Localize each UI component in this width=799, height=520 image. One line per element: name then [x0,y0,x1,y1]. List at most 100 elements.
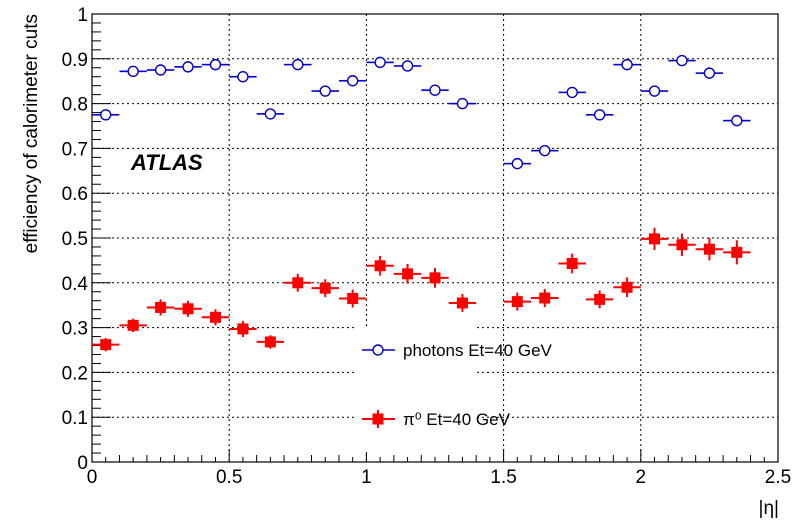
open-circle-marker [456,97,469,110]
open-circle-marker [182,61,194,73]
data-point [448,97,477,110]
open-circle-marker [292,58,304,71]
series-photons [92,54,751,170]
legend-label: π⁰ Et=40 GeV [403,410,511,429]
filled-square-marker [292,277,304,289]
filled-square-marker [731,246,743,258]
data-point [668,233,696,256]
filled-square-marker [127,319,139,331]
data-point [613,58,641,71]
open-circle-marker [100,109,112,121]
data-point [640,227,669,251]
data-point [311,85,339,97]
data-point [613,277,641,298]
data-point [640,85,669,97]
axis-ticks [91,13,779,463]
data-point [695,238,724,261]
y-tick-label: 0 [77,453,88,474]
data-point [585,109,614,121]
filled-square-marker [319,282,331,294]
data-point [256,108,285,120]
filled-square-marker [456,297,468,309]
open-circle-marker [703,67,716,79]
data-point [174,300,202,317]
y-axis-title: efficiency of calorimeter cuts [21,14,42,253]
legend-filled-square [372,413,384,425]
legend-label: photons Et=40 GeV [403,341,553,360]
data-point [119,65,147,78]
open-circle-marker [374,56,386,69]
filled-square-marker [594,293,606,305]
data-point [146,299,175,316]
open-circle-marker [346,75,359,87]
legend: photons Et=40 GeV π⁰ Et=40 GeV [355,326,553,452]
data-point [92,109,120,121]
data-point [284,58,312,71]
y-tick-label: 0.7 [62,139,88,160]
open-circle-marker [264,108,277,120]
open-circle-marker [731,114,743,127]
x-tick-label: 2 [636,467,647,488]
data-point [146,64,175,76]
open-circle-marker [127,65,139,78]
filled-square-marker [209,311,221,323]
x-tick-label: 1.5 [490,467,516,488]
atlas-annotation: ATLAS [130,150,203,175]
data-point [531,289,559,307]
filled-square-marker [264,336,276,348]
data-point [723,114,751,127]
filled-square-marker [237,323,249,335]
data-point [366,56,394,69]
filled-square-marker [566,258,578,270]
data-point [421,84,449,96]
data-point [366,255,394,276]
data-point [558,253,586,274]
y-tick-label: 0.4 [62,274,89,295]
open-circle-marker [401,60,414,72]
data-point [311,279,339,298]
y-tick-label: 0.3 [62,319,88,340]
data-point [393,60,422,72]
y-tick-label: 0.5 [62,229,88,250]
data-point [201,58,230,71]
filled-square-marker [182,303,194,315]
data-point [338,75,367,87]
x-tick-label: 2.5 [765,467,791,488]
data-point [503,292,532,311]
filled-square-marker [155,301,167,313]
data-point [92,337,120,352]
y-tick-label: 0.9 [62,50,88,71]
data-point [256,335,285,349]
open-circle-marker [209,58,222,71]
open-circle-marker [566,86,578,99]
filled-square-marker [703,243,715,255]
data-point [448,294,477,312]
data-point [695,67,724,79]
data-point [503,157,532,170]
open-circle-marker [676,54,688,67]
open-circle-marker [154,64,167,76]
data-point [119,318,147,333]
data-point [531,144,559,157]
data-point [421,268,449,288]
filled-square-marker [511,296,523,308]
filled-square-marker [100,339,112,351]
x-tick-label: 0 [87,467,98,488]
filled-square-marker [649,233,661,245]
filled-square-marker [429,272,441,284]
filled-square-marker [402,268,414,280]
open-circle-marker [319,85,331,97]
data-point [201,309,230,326]
y-tick-label: 0.1 [62,408,88,429]
data-point [174,61,202,73]
open-circle-marker [648,85,661,97]
filled-square-marker [347,292,359,304]
data-point [585,290,614,309]
data-point [558,86,586,99]
filled-square-marker [374,260,386,272]
series-pi0 [92,227,751,352]
filled-square-marker [676,239,688,251]
data-point [229,71,257,83]
data-point [284,273,312,292]
